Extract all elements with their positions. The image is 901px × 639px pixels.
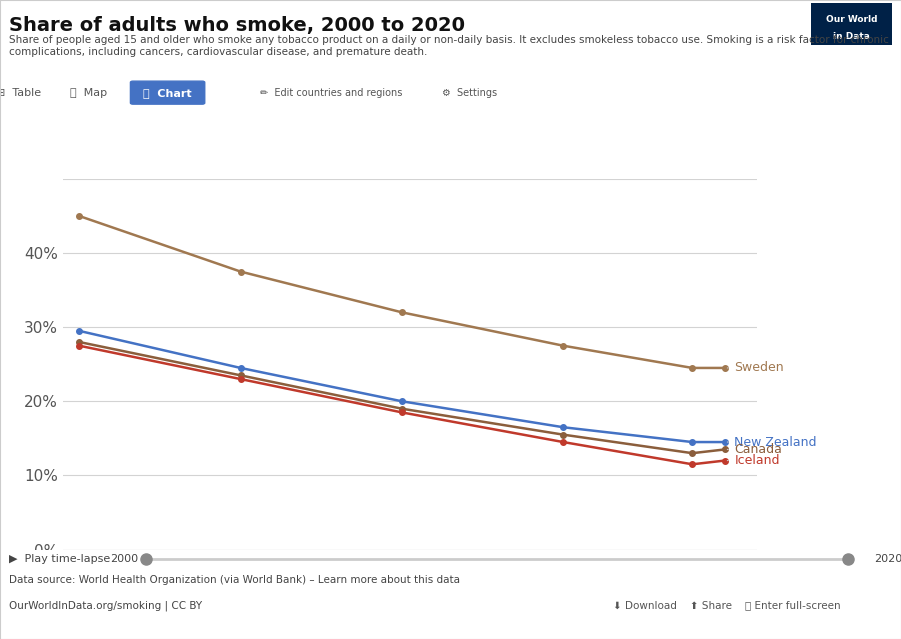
Text: 🌐  Map: 🌐 Map bbox=[69, 88, 107, 98]
FancyBboxPatch shape bbox=[131, 81, 205, 104]
Text: New Zealand: New Zealand bbox=[734, 436, 816, 449]
Text: ✏  Edit countries and regions: ✏ Edit countries and regions bbox=[259, 88, 403, 98]
Text: Canada: Canada bbox=[734, 443, 782, 456]
Text: ⚙  Settings: ⚙ Settings bbox=[442, 88, 497, 98]
Text: OurWorldInData.org/smoking | CC BY: OurWorldInData.org/smoking | CC BY bbox=[9, 601, 202, 611]
Text: 2020: 2020 bbox=[874, 554, 901, 564]
Text: in Data: in Data bbox=[833, 32, 869, 41]
Text: ▶  Play time-lapse: ▶ Play time-lapse bbox=[9, 554, 110, 564]
Text: 📈  Chart: 📈 Chart bbox=[143, 88, 192, 98]
Text: Share of adults who smoke, 2000 to 2020: Share of adults who smoke, 2000 to 2020 bbox=[9, 16, 465, 35]
Text: Data source: World Health Organization (via World Bank) – Learn more about this : Data source: World Health Organization (… bbox=[9, 575, 460, 585]
Text: Iceland: Iceland bbox=[734, 454, 779, 467]
Text: Our World: Our World bbox=[825, 15, 878, 24]
Text: Sweden: Sweden bbox=[734, 362, 784, 374]
Text: ⬇ Download    ⬆ Share    ⛶ Enter full-screen: ⬇ Download ⬆ Share ⛶ Enter full-screen bbox=[613, 601, 841, 611]
Text: ⊞  Table: ⊞ Table bbox=[0, 88, 41, 98]
Text: Share of people aged 15 and older who smoke any tobacco product on a daily or no: Share of people aged 15 and older who sm… bbox=[9, 35, 889, 57]
Text: 2000: 2000 bbox=[110, 554, 138, 564]
